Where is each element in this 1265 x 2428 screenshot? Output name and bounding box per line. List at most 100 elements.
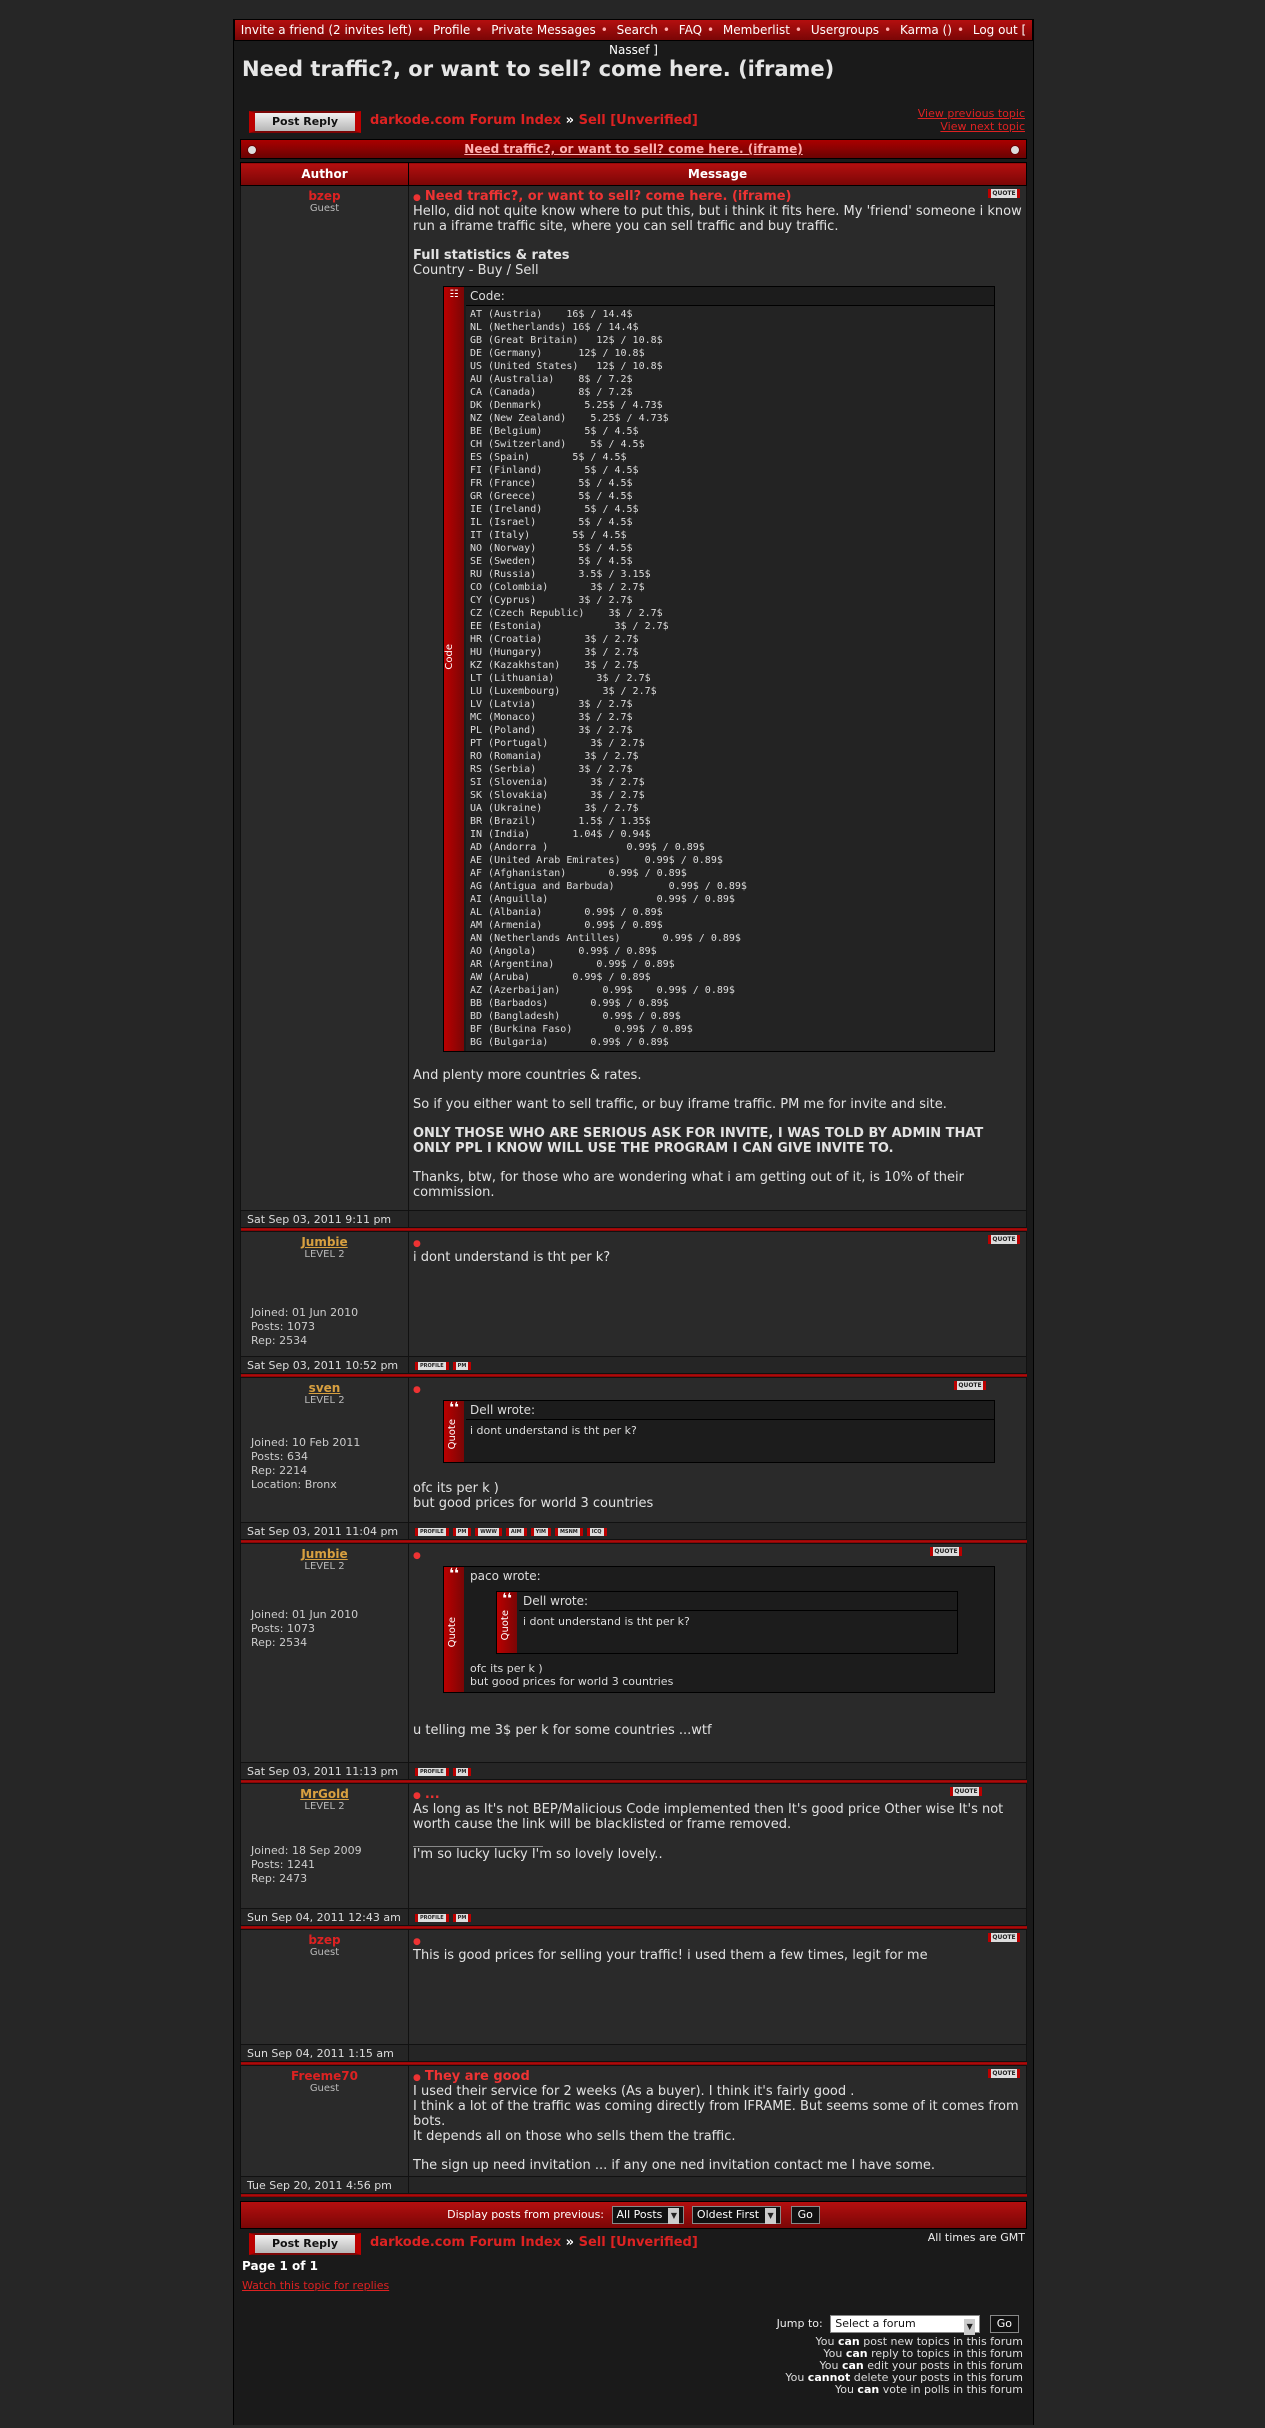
aim-button[interactable]: AIM bbox=[505, 1527, 527, 1536]
topic-navigation: View previous topic View next topic bbox=[918, 107, 1025, 133]
permission-line: You can reply to topics in this forum bbox=[823, 2347, 1023, 2360]
nav-logout-link[interactable]: Log out [ Nassef ] bbox=[609, 23, 1027, 57]
post-bullet-icon: ● bbox=[413, 1791, 421, 1801]
quote-button[interactable]: QUOTE bbox=[988, 2069, 1020, 2078]
post-author-cell: bzep Guest bbox=[240, 1929, 409, 2045]
post-message-cell: QUOTE ● Need traffic?, or want to sell? c… bbox=[408, 185, 1027, 1211]
post-footer-actions bbox=[408, 2176, 1027, 2194]
author-name[interactable]: MrGold bbox=[300, 1787, 349, 1801]
watch-topic-link[interactable]: Watch this topic for replies bbox=[242, 2279, 390, 2292]
quote-header: Dell wrote: bbox=[519, 1592, 957, 1611]
topic-title-link[interactable]: Need traffic?, or want to sell? come her… bbox=[464, 142, 803, 156]
quote-block: ❛❛ Quote Dell wrote: i dont understand is… bbox=[443, 1400, 995, 1463]
author-column-header: Author bbox=[240, 162, 409, 186]
post-author-cell: bzep Guest bbox=[240, 185, 409, 1211]
posts-order-value: Oldest First bbox=[696, 2208, 760, 2221]
quote-button[interactable]: QUOTE bbox=[988, 189, 1020, 198]
chevron-down-icon: ▼ bbox=[765, 2208, 777, 2224]
post-text: ofc its per k ) bbox=[413, 1481, 499, 1496]
quote-button[interactable]: QUOTE bbox=[930, 1547, 962, 1556]
post-bullet-icon: ● bbox=[413, 1551, 421, 1561]
post-date: Sat Sep 03, 2011 11:13 pm bbox=[240, 1762, 409, 1780]
icq-button[interactable]: ICQ bbox=[586, 1527, 607, 1536]
jump-go-button[interactable]: Go bbox=[989, 2315, 1019, 2333]
signature-divider bbox=[413, 1846, 543, 1847]
pm-button[interactable]: PM bbox=[452, 1361, 472, 1370]
post-text: The sign up need invitation ... if any o… bbox=[413, 2158, 935, 2173]
nav-profile-link[interactable]: Profile bbox=[433, 23, 471, 37]
author-name[interactable]: sven bbox=[308, 1381, 341, 1395]
post-separator bbox=[240, 1925, 1027, 1930]
post-text: Country - Buy / Sell bbox=[413, 263, 539, 278]
www-button[interactable]: WWW bbox=[475, 1527, 502, 1536]
post-author-cell: MrGold LEVEL 2 Joined: 18 Sep 2009 Posts… bbox=[240, 1783, 409, 1909]
profile-button[interactable]: PROFILE bbox=[415, 1361, 449, 1370]
breadcrumb-section[interactable]: Sell [Unverified] bbox=[578, 113, 698, 128]
previous-topic-link[interactable]: View previous topic bbox=[917, 107, 1025, 120]
code-content[interactable]: AT (Austria) 16$ / 14.4$ NL (Netherlands… bbox=[466, 306, 994, 1051]
post-date: Tue Sep 20, 2011 4:56 pm bbox=[240, 2176, 409, 2194]
quote-button[interactable]: QUOTE bbox=[950, 1787, 982, 1796]
bottom-action-row: Post Reply darkode.com Forum Index » Sel… bbox=[240, 2231, 1027, 2259]
author-posts: Posts: 1073 bbox=[251, 1320, 315, 1333]
author-rank: LEVEL 2 bbox=[304, 1395, 345, 1406]
profile-button[interactable]: PROFILE bbox=[415, 1527, 449, 1536]
quote-icon: ❛❛ bbox=[449, 1400, 459, 1416]
code-icon: ☷ bbox=[449, 289, 459, 300]
nav-karma-link[interactable]: Karma () bbox=[899, 23, 952, 37]
nav-usergroups-link[interactable]: Usergroups bbox=[810, 23, 880, 37]
post-text: i dont understand is tht per k? bbox=[413, 1250, 611, 1265]
author-rank: LEVEL 2 bbox=[304, 1249, 345, 1260]
bar-right-dot-icon bbox=[1010, 145, 1020, 155]
posts-order-select[interactable]: Oldest First ▼ bbox=[691, 2206, 782, 2224]
quote-button[interactable]: QUOTE bbox=[988, 1933, 1020, 1942]
post-text: Thanks, btw, for those who are wondering… bbox=[413, 1170, 964, 1200]
profile-button[interactable]: PROFILE bbox=[415, 1767, 449, 1776]
nav-pm-link[interactable]: Private Messages bbox=[491, 23, 596, 37]
pm-button[interactable]: PM bbox=[452, 1527, 472, 1536]
next-topic-link[interactable]: View next topic bbox=[940, 120, 1025, 133]
post-footer: Tue Sep 20, 2011 4:56 pm bbox=[240, 2176, 1027, 2194]
profile-button[interactable]: PROFILE bbox=[415, 1913, 449, 1922]
jump-forum-select[interactable]: Select a forum ▼ bbox=[830, 2315, 981, 2335]
pm-button[interactable]: PM bbox=[452, 1913, 472, 1922]
quote-side-label: Quote bbox=[500, 1610, 511, 1641]
post-message-cell: QUOTE ● ❛❛ Quote paco wrote: ❛❛ Quote Dell… bbox=[408, 1543, 1027, 1763]
author-name[interactable]: Jumbie bbox=[301, 1235, 348, 1249]
post-separator bbox=[240, 2193, 1027, 2197]
post-message-cell: QUOTE ● They are good I used their servic… bbox=[408, 2065, 1027, 2177]
post-text: ONLY THOSE WHO ARE SERIOUS ASK FOR INVIT… bbox=[413, 1126, 984, 1156]
post-reply-button[interactable]: Post Reply bbox=[249, 2233, 361, 2255]
quote-button[interactable]: QUOTE bbox=[954, 1381, 986, 1390]
display-go-button[interactable]: Go bbox=[790, 2206, 820, 2224]
nav-invite-link[interactable]: Invite a friend (2 invites left) bbox=[240, 23, 413, 37]
author-location: Location: Bronx bbox=[251, 1478, 337, 1491]
post-message-cell: QUOTE ● i dont understand is tht per k? bbox=[408, 1231, 1027, 1357]
nav-search-link[interactable]: Search bbox=[616, 23, 658, 37]
post-reply-button[interactable]: Post Reply bbox=[249, 111, 361, 133]
quote-header: paco wrote: bbox=[470, 1569, 541, 1583]
nav-faq-link[interactable]: FAQ bbox=[678, 23, 703, 37]
jump-to-label: Jump to: bbox=[776, 2317, 823, 2330]
breadcrumb: darkode.com Forum Index » Sell [Unverifi… bbox=[370, 113, 698, 128]
quote-side-label: Quote bbox=[447, 1617, 458, 1648]
post-footer-actions bbox=[408, 2044, 1027, 2062]
author-name: Freeme70 bbox=[291, 2069, 358, 2083]
nav-memberlist-link[interactable]: Memberlist bbox=[722, 23, 790, 37]
author-rep: Rep: 2473 bbox=[251, 1872, 308, 1885]
quote-icon: ❛❛ bbox=[449, 1566, 459, 1582]
quote-text: i dont understand is tht per k? bbox=[470, 1424, 637, 1437]
breadcrumb-forum-index[interactable]: darkode.com Forum Index bbox=[370, 113, 562, 128]
posts-period-select[interactable]: All Posts ▼ bbox=[611, 2206, 685, 2224]
message-column-header: Message bbox=[408, 162, 1027, 186]
breadcrumb-forum-index[interactable]: darkode.com Forum Index bbox=[370, 2235, 562, 2250]
msnm-button[interactable]: MSNM bbox=[555, 1527, 583, 1536]
quote-button[interactable]: QUOTE bbox=[988, 1235, 1020, 1244]
post-text: I think a lot of the traffic was coming … bbox=[413, 2099, 1019, 2129]
author-name[interactable]: Jumbie bbox=[301, 1547, 348, 1561]
yim-button[interactable]: YIM bbox=[530, 1527, 552, 1536]
post-row: Freeme70 Guest QUOTE ● They are good I us… bbox=[240, 2065, 1027, 2177]
pm-button[interactable]: PM bbox=[452, 1767, 472, 1776]
breadcrumb-section[interactable]: Sell [Unverified] bbox=[578, 2235, 698, 2250]
timezone-note: All times are GMT bbox=[927, 2231, 1025, 2244]
